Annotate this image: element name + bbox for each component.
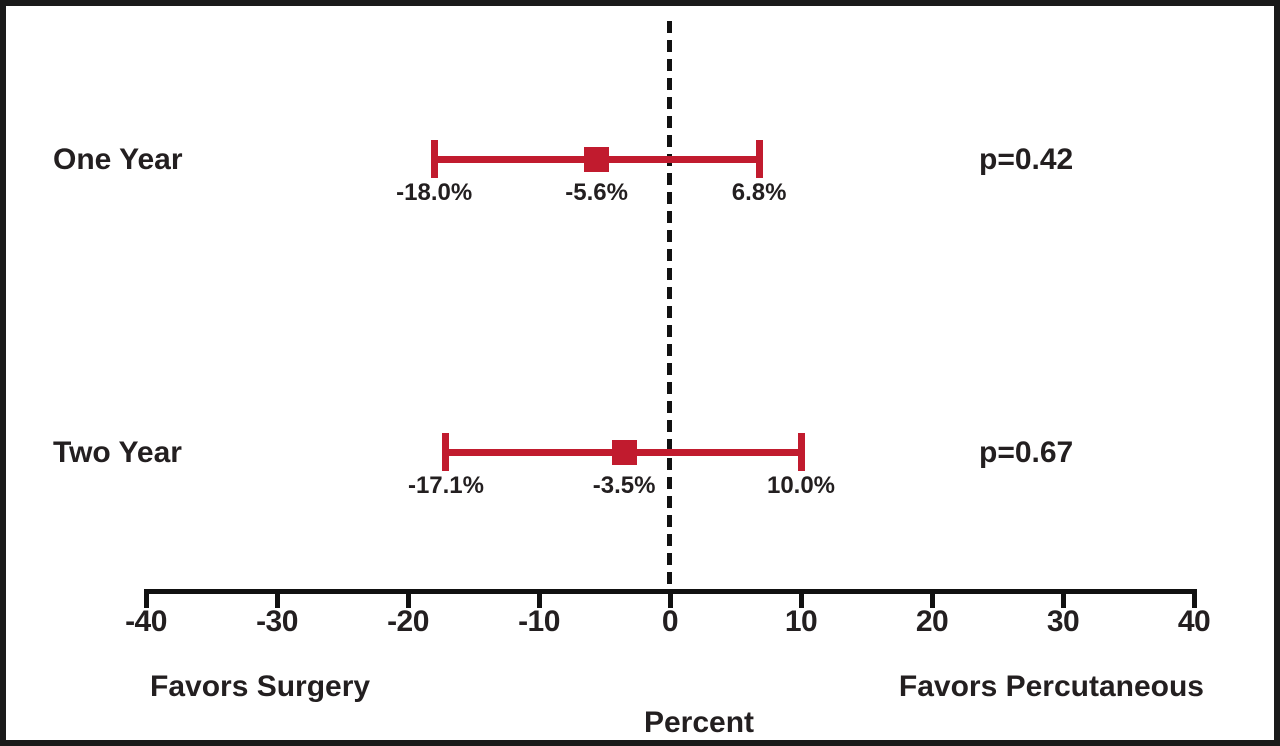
x-axis-tick-label: -40 bbox=[125, 605, 167, 638]
x-axis-tick-label: -20 bbox=[387, 605, 429, 638]
ci-cap-left bbox=[430, 140, 438, 178]
x-axis-tick bbox=[929, 589, 935, 608]
x-axis-tick bbox=[667, 589, 673, 608]
point-estimate-marker bbox=[584, 146, 610, 172]
x-axis-tick-label: -10 bbox=[518, 605, 560, 638]
x-axis-tick-label: 30 bbox=[1046, 605, 1080, 638]
ci-low-label: -18.0% bbox=[396, 179, 473, 206]
favors-percutaneous-label: Favors Percutaneous bbox=[898, 670, 1204, 703]
x-axis-tick bbox=[1191, 589, 1197, 608]
ci-cap-right bbox=[797, 433, 805, 471]
x-axis-tick-label: -30 bbox=[256, 605, 298, 638]
x-axis-tick-label: 40 bbox=[1177, 605, 1211, 638]
point-estimate-marker bbox=[611, 439, 637, 465]
x-axis-tick-label: 0 bbox=[661, 605, 679, 638]
estimate-label: -5.6% bbox=[565, 179, 628, 206]
p-value-label: p=0.67 bbox=[979, 436, 1074, 469]
x-axis-tick bbox=[143, 589, 149, 608]
x-axis-tick-label: 10 bbox=[784, 605, 818, 638]
x-axis-tick bbox=[405, 589, 411, 608]
x-axis-tick bbox=[1060, 589, 1066, 608]
p-value-label: p=0.42 bbox=[979, 143, 1074, 176]
row-label: One Year bbox=[53, 143, 183, 176]
ci-cap-right bbox=[755, 140, 763, 178]
x-axis-tick bbox=[798, 589, 804, 608]
estimate-label: -3.5% bbox=[592, 472, 656, 499]
x-axis-title: Percent bbox=[643, 706, 755, 739]
x-axis-tick bbox=[536, 589, 542, 608]
ci-low-label: -17.1% bbox=[407, 472, 484, 499]
ci-high-label: 6.8% bbox=[731, 179, 787, 206]
x-axis-tick bbox=[274, 589, 280, 608]
x-axis-tick-label: 20 bbox=[915, 605, 949, 638]
favors-surgery-label: Favors Surgery bbox=[150, 670, 371, 703]
zero-reference-line bbox=[667, 21, 672, 589]
row-label: Two Year bbox=[53, 436, 182, 469]
ci-high-label: 10.0% bbox=[766, 472, 836, 499]
ci-cap-left bbox=[442, 433, 450, 471]
